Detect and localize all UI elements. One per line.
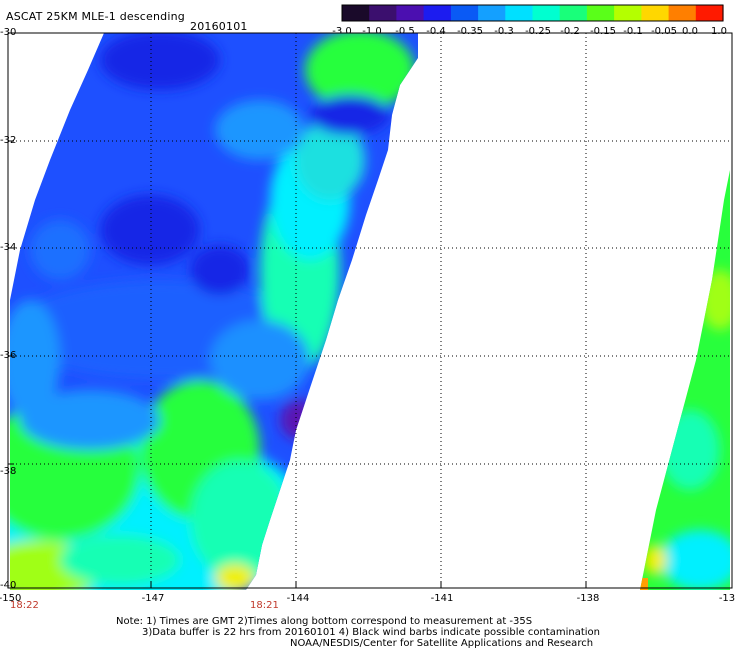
colorbar-label: -3.0: [332, 26, 352, 37]
colorbar-label: -0.2: [560, 26, 580, 37]
colorbar-label: -0.25: [525, 26, 551, 37]
lon-label: -141: [430, 593, 454, 604]
colorbar-border: [341, 4, 724, 22]
lat-label: -40: [0, 580, 17, 591]
colorbar-label: 1.0: [711, 26, 727, 37]
colorbar-label: -0.1: [623, 26, 643, 37]
date-label: 20160101: [190, 20, 248, 33]
colorbar-swatch: [505, 5, 534, 21]
colorbar-label: -1.0: [362, 26, 382, 37]
colorbar-swatch: [342, 5, 370, 21]
lon-label: -147: [141, 593, 165, 604]
colorbar-swatch: [450, 5, 479, 21]
colorbar-label: -0.15: [590, 26, 616, 37]
lon-label: -13: [718, 593, 736, 604]
gridlines: [8, 33, 732, 588]
lat-label: -30: [0, 27, 17, 38]
time-label-middle: 18:21: [250, 600, 279, 611]
colorbar-swatch: [641, 5, 670, 21]
lon-label: -150: [0, 593, 22, 604]
colorbar-swatch: [369, 5, 397, 21]
colorbar-label: 0.0: [682, 26, 698, 37]
left-swath: [10, 33, 418, 590]
lat-label: -32: [0, 135, 17, 146]
lat-label: -36: [0, 350, 17, 361]
note-line-2: 3)Data buffer is 22 hrs from 20160101 4)…: [142, 627, 600, 638]
lat-label: -34: [0, 242, 17, 253]
colorbar-label: -0.35: [457, 26, 483, 37]
time-label-left: 18:22: [10, 600, 39, 611]
colorbar-label: -0.4: [426, 26, 446, 37]
lat-label: -38: [0, 466, 17, 477]
map-frame: [7, 32, 733, 589]
product-title: ASCAT 25KM MLE-1 descending: [6, 10, 185, 23]
colorbar-swatch: [668, 5, 697, 21]
lon-label: -138: [576, 593, 600, 604]
colorbar-label: -0.05: [651, 26, 677, 37]
colorbar-swatch: [396, 5, 425, 21]
colorbar-label: -0.3: [494, 26, 514, 37]
colorbar-swatch: [559, 5, 588, 21]
colorbar-swatch: [586, 5, 615, 21]
note-line-3: NOAA/NESDIS/Center for Satellite Applica…: [290, 638, 594, 649]
lon-label: -144: [286, 593, 310, 604]
colorbar-swatch: [423, 5, 452, 21]
note-line-1: Note: 1) Times are GMT 2)Times along bot…: [116, 616, 533, 627]
right-swath: [640, 170, 730, 590]
colorbar-swatch: [614, 5, 642, 21]
colorbar-swatch: [532, 5, 561, 21]
colorbar-swatch: [695, 5, 724, 21]
colorbar-label: -0.5: [395, 26, 415, 37]
colorbar-swatches: [341, 4, 724, 22]
axis-ticks: [8, 32, 587, 589]
colorbar-swatch: [478, 5, 506, 21]
